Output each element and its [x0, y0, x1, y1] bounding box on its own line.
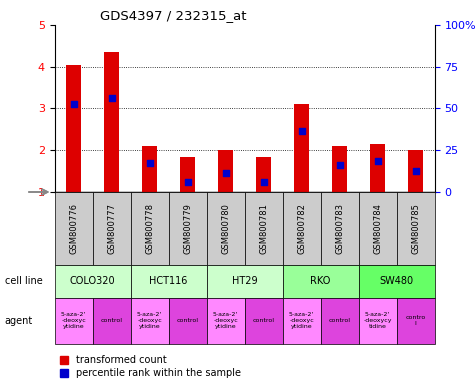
Bar: [397, 192, 435, 265]
Bar: [207, 298, 245, 344]
Bar: [207, 265, 283, 298]
Text: GSM800779: GSM800779: [183, 203, 192, 254]
Point: [146, 160, 153, 166]
Text: COLO320: COLO320: [70, 276, 115, 286]
Text: control: control: [177, 318, 199, 323]
Text: GSM800780: GSM800780: [221, 203, 230, 254]
Point: [374, 157, 381, 164]
Text: GSM800776: GSM800776: [69, 203, 78, 254]
Text: GDS4397 / 232315_at: GDS4397 / 232315_at: [100, 9, 247, 22]
Bar: [283, 265, 359, 298]
Point: [412, 168, 419, 174]
Bar: [408, 150, 423, 192]
Bar: [169, 298, 207, 344]
Bar: [245, 192, 283, 265]
Bar: [321, 192, 359, 265]
Bar: [180, 157, 195, 192]
Bar: [397, 298, 435, 344]
Bar: [256, 157, 271, 192]
Bar: [321, 298, 359, 344]
Bar: [359, 192, 397, 265]
Bar: [142, 146, 157, 192]
Bar: [131, 265, 207, 298]
Bar: [104, 52, 119, 192]
Point: [184, 179, 191, 185]
Text: 5-aza-2'
-deoxycy
tidine: 5-aza-2' -deoxycy tidine: [363, 312, 392, 329]
Bar: [370, 144, 385, 192]
Bar: [332, 146, 347, 192]
Text: HCT116: HCT116: [150, 276, 188, 286]
Text: RKO: RKO: [311, 276, 331, 286]
Bar: [55, 298, 93, 344]
Text: GSM800778: GSM800778: [145, 203, 154, 254]
Bar: [359, 265, 435, 298]
Text: 5-aza-2'
-deoxyc
ytidine: 5-aza-2' -deoxyc ytidine: [61, 312, 86, 329]
Bar: [245, 298, 283, 344]
Text: 5-aza-2'
-deoxyc
ytidine: 5-aza-2' -deoxyc ytidine: [137, 312, 162, 329]
Text: contro
l: contro l: [406, 315, 426, 326]
Text: GSM800777: GSM800777: [107, 203, 116, 254]
Bar: [218, 150, 233, 192]
Bar: [131, 192, 169, 265]
Point: [336, 162, 343, 168]
Text: GSM800784: GSM800784: [373, 203, 382, 254]
Bar: [93, 298, 131, 344]
Bar: [93, 192, 131, 265]
Bar: [359, 298, 397, 344]
Bar: [55, 265, 131, 298]
Point: [222, 170, 229, 176]
Point: [70, 101, 77, 108]
Text: control: control: [253, 318, 275, 323]
Bar: [169, 192, 207, 265]
Bar: [294, 104, 309, 192]
Text: HT29: HT29: [232, 276, 257, 286]
Legend: transformed count, percentile rank within the sample: transformed count, percentile rank withi…: [59, 354, 242, 379]
Bar: [55, 192, 93, 265]
Text: cell line: cell line: [5, 276, 42, 286]
Text: SW480: SW480: [380, 276, 414, 286]
Bar: [66, 65, 81, 192]
Text: GSM800783: GSM800783: [335, 203, 344, 254]
Text: GSM800782: GSM800782: [297, 203, 306, 254]
Bar: [283, 298, 321, 344]
Bar: [131, 298, 169, 344]
Point: [298, 128, 305, 134]
Text: agent: agent: [5, 316, 33, 326]
Bar: [207, 192, 245, 265]
Text: 5-aza-2'
-deoxyc
ytidine: 5-aza-2' -deoxyc ytidine: [213, 312, 238, 329]
Text: GSM800785: GSM800785: [411, 203, 420, 254]
Text: control: control: [101, 318, 123, 323]
Point: [260, 179, 267, 185]
Text: control: control: [329, 318, 351, 323]
Text: GSM800781: GSM800781: [259, 203, 268, 254]
Point: [108, 95, 115, 101]
Bar: [283, 192, 321, 265]
Text: 5-aza-2'
-deoxyc
ytidine: 5-aza-2' -deoxyc ytidine: [289, 312, 314, 329]
